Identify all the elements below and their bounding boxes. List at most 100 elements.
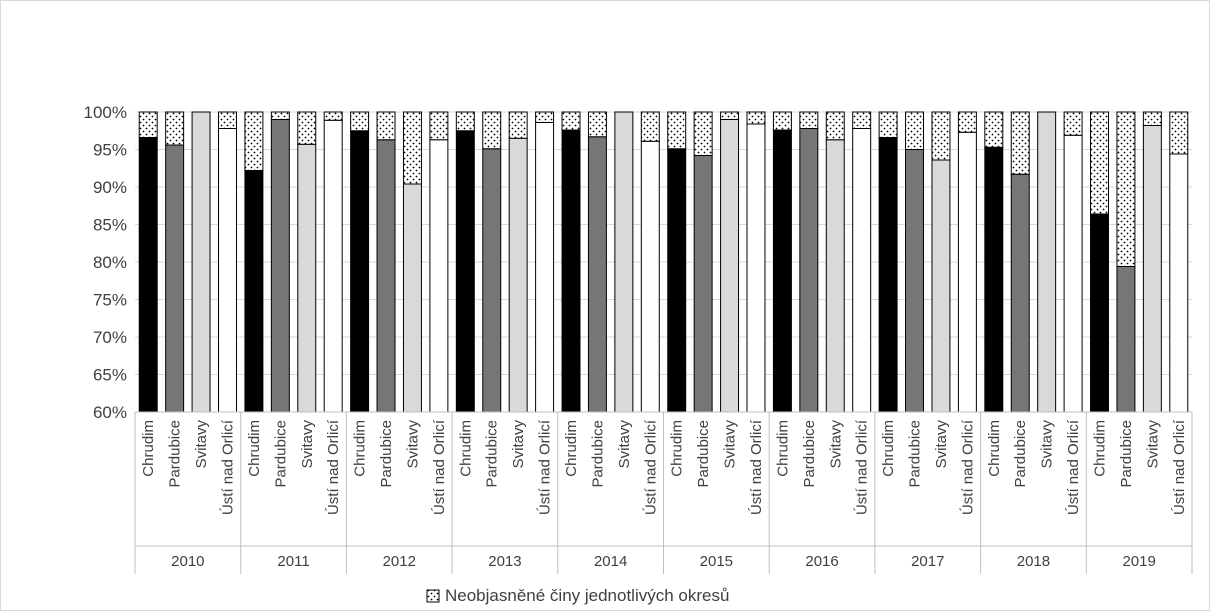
- y-tick-label: 65%: [93, 366, 127, 385]
- bar-unexplained-chrudim-2017: [878, 111, 898, 138]
- bar-chrudim-2010: [138, 137, 158, 413]
- bar-svitavy-2011: [297, 143, 317, 413]
- bar-svitavy-2012: [402, 183, 422, 413]
- bar-unexplained-chrudim-2010: [138, 111, 158, 138]
- x-category-label: Ústí nad Orlicí: [1065, 419, 1082, 515]
- bar-unexplained-pardubice-2012: [376, 111, 396, 141]
- bar-ústí-nad-orlicí-2019: [1169, 153, 1189, 413]
- bar-chrudim-2012: [350, 130, 370, 413]
- x-group-label: 2016: [805, 553, 838, 570]
- x-group-label: 2013: [488, 553, 521, 570]
- bar-ústí-nad-orlicí-2011: [323, 119, 343, 413]
- x-group-label: 2014: [594, 553, 627, 570]
- bar-ústí-nad-orlicí-2010: [218, 128, 237, 413]
- bar-pardubice-2012: [376, 139, 396, 413]
- bar-unexplained-svitavy-2011: [297, 111, 317, 145]
- y-tick-label: 90%: [93, 178, 127, 197]
- bar-unexplained-ústí-nad-orlicí-2014: [640, 111, 660, 142]
- bar-svitavy-2015: [720, 119, 740, 413]
- x-category-label: Chrudim: [1092, 420, 1109, 477]
- x-category-label: Pardubice: [907, 420, 924, 488]
- bar-chrudim-2019: [1090, 213, 1109, 413]
- bar-unexplained-ústí-nad-orlicí-2015: [746, 111, 766, 125]
- legend: Neobjasněné činy jednotlivých okresů: [426, 586, 729, 605]
- x-group-label: 2011: [277, 553, 309, 570]
- x-group-label: 2010: [171, 553, 204, 570]
- x-category-label: Ústí nad Orlicí: [537, 419, 554, 515]
- bar-unexplained-pardubice-2019: [1116, 111, 1136, 267]
- bar-unexplained-pardubice-2011: [270, 111, 290, 120]
- bar-unexplained-chrudim-2014: [561, 111, 581, 131]
- x-group-label: 2015: [700, 553, 733, 570]
- y-tick-label: 85%: [93, 216, 127, 235]
- x-category-label: Svitavy: [827, 420, 844, 469]
- x-category-label: Ústí nad Orlicí: [959, 419, 976, 515]
- legend-swatch: [426, 589, 440, 603]
- x-category-label: Pardubice: [484, 420, 501, 488]
- bar-unexplained-ústí-nad-orlicí-2016: [852, 111, 872, 129]
- bar-unexplained-svitavy-2017: [931, 111, 951, 161]
- bar-ústí-nad-orlicí-2017: [957, 131, 977, 413]
- bar-unexplained-chrudim-2016: [772, 111, 792, 131]
- bar-unexplained-ústí-nad-orlicí-2018: [1063, 111, 1083, 136]
- bar-unexplained-ústí-nad-orlicí-2011: [323, 111, 343, 121]
- bar-pardubice-2013: [482, 148, 502, 413]
- bar-svitavy-2014: [614, 111, 634, 413]
- bar-unexplained-pardubice-2015: [693, 111, 713, 156]
- bar-unexplained-svitavy-2015: [720, 111, 740, 120]
- y-tick-label: 95%: [93, 141, 127, 160]
- bar-svitavy-2010: [191, 111, 211, 413]
- bar-svitavy-2013: [508, 137, 528, 413]
- y-tick-label: 80%: [93, 253, 127, 272]
- bar-unexplained-chrudim-2018: [984, 111, 1004, 148]
- bar-pardubice-2016: [799, 128, 819, 413]
- y-tick-label: 60%: [93, 403, 127, 422]
- bar-ústí-nad-orlicí-2012: [429, 139, 449, 413]
- x-category-label: Chrudim: [352, 420, 369, 477]
- y-tick-label: 70%: [93, 328, 127, 347]
- bar-unexplained-pardubice-2018: [1010, 111, 1030, 175]
- x-category-label: Svitavy: [1039, 420, 1056, 469]
- bar-ústí-nad-orlicí-2016: [852, 128, 872, 413]
- y-tick-label: 75%: [93, 291, 127, 310]
- x-category-label: Svitavy: [1144, 420, 1161, 469]
- x-category-label: Svitavy: [404, 420, 421, 469]
- bar-unexplained-chrudim-2012: [350, 111, 370, 132]
- bar-pardubice-2015: [693, 155, 713, 413]
- x-category-label: Chrudim: [246, 420, 263, 477]
- bar-unexplained-ústí-nad-orlicí-2017: [957, 111, 977, 133]
- bar-unexplained-ústí-nad-orlicí-2010: [218, 111, 237, 129]
- x-category-label: Svitavy: [933, 420, 950, 469]
- bar-chrudim-2011: [244, 170, 264, 413]
- axes: 60% 65% 70% 75% 80% 85% 90% 95% 100% Chrudim Pardu…: [84, 103, 1193, 574]
- bar-unexplained-pardubice-2017: [905, 111, 925, 150]
- x-category-label: Pardubice: [801, 420, 818, 488]
- bar-unexplained-svitavy-2012: [402, 111, 422, 185]
- bar-chrudim-2016: [772, 129, 792, 413]
- bar-unexplained-pardubice-2013: [482, 111, 502, 150]
- bar-ústí-nad-orlicí-2014: [640, 140, 660, 413]
- bar-unexplained-chrudim-2013: [455, 111, 475, 132]
- bar-unexplained-chrudim-2019: [1090, 111, 1109, 215]
- legend-label: Neobjasněné činy jednotlivých okresů: [445, 586, 729, 605]
- bar-pardubice-2019: [1116, 266, 1136, 413]
- x-category-label: Chrudim: [880, 420, 897, 477]
- bar-unexplained-ústí-nad-orlicí-2019: [1169, 111, 1189, 155]
- x-category-label: Chrudim: [774, 420, 791, 477]
- x-category-label: Svitavy: [722, 420, 739, 469]
- bar-pardubice-2017: [905, 149, 925, 413]
- bar-unexplained-svitavy-2019: [1142, 111, 1162, 126]
- x-category-label: Chrudim: [986, 420, 1003, 477]
- x-group-label: 2018: [1017, 553, 1050, 570]
- x-category-label: Pardubice: [589, 420, 606, 488]
- bar-chrudim-2015: [667, 148, 687, 413]
- bar-svitavy-2019: [1142, 125, 1162, 413]
- bar-chrudim-2013: [455, 130, 475, 413]
- x-group-label: 2012: [383, 553, 416, 570]
- bar-unexplained-chrudim-2015: [667, 111, 687, 150]
- bar-pardubice-2018: [1010, 173, 1030, 413]
- bar-chrudim-2014: [561, 129, 581, 413]
- bar-svitavy-2016: [825, 139, 845, 413]
- bar-ústí-nad-orlicí-2015: [746, 123, 766, 413]
